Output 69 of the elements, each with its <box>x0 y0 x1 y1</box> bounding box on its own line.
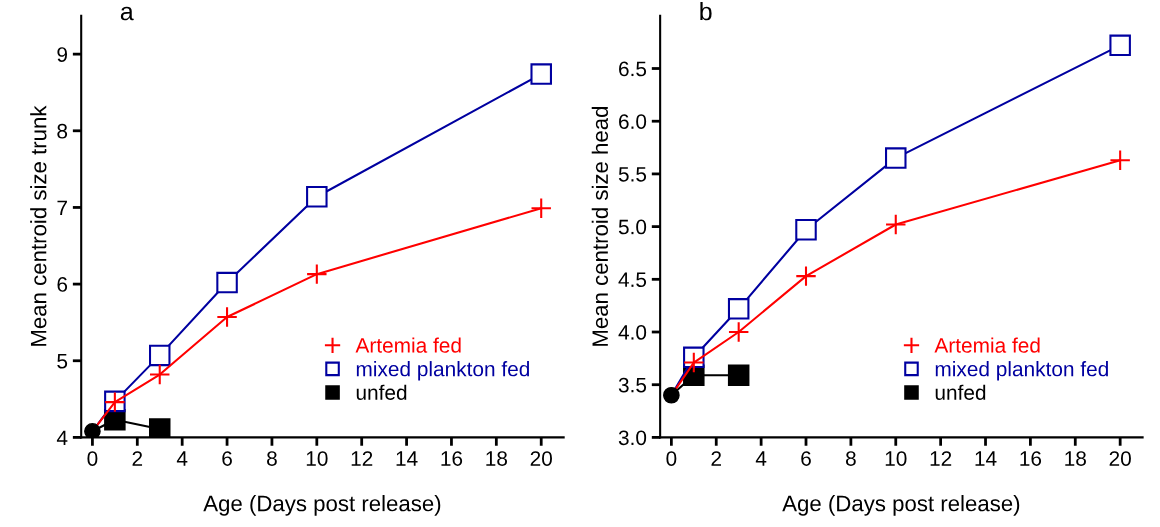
x-tick-label: 2 <box>132 451 143 466</box>
y-tick-label: 7 <box>57 200 67 215</box>
point <box>530 63 552 85</box>
x-axis-title: Age (Days post release) <box>782 495 1020 516</box>
legend-label: mixed plankton fed <box>356 361 529 381</box>
point <box>795 219 817 241</box>
legend-label: mixed plankton fed <box>935 361 1108 381</box>
x-tick-label: 4 <box>755 451 767 466</box>
point <box>216 271 238 294</box>
legend-label: Artemia fed <box>934 337 1040 353</box>
point <box>795 265 817 287</box>
y-tick-label: 3.0 <box>618 430 647 446</box>
legend-label: Artemia fed <box>355 337 461 353</box>
y-axis-title: Mean centroid size trunk <box>30 105 47 346</box>
x-tick-label: 6 <box>222 451 232 466</box>
point <box>885 147 907 169</box>
point <box>683 351 705 374</box>
y-tick-label: 4.0 <box>618 325 647 340</box>
y-tick-label: 9 <box>57 47 68 62</box>
y-tick-label: 5.5 <box>618 167 647 182</box>
x-tick-label: 14 <box>975 451 997 466</box>
chart-title: a <box>120 6 134 21</box>
y-tick-label: 6 <box>57 277 68 292</box>
x-tick-label: 0 <box>666 451 677 466</box>
x-tick-label: 18 <box>1065 451 1086 466</box>
y-tick-label: 5 <box>57 353 68 369</box>
point <box>306 263 328 285</box>
point <box>216 306 238 328</box>
point <box>727 321 750 343</box>
x-tick-label: 12 <box>351 451 373 466</box>
y-tick-label: 8 <box>57 123 68 139</box>
point <box>148 363 171 386</box>
point <box>530 197 552 219</box>
point <box>1109 34 1131 57</box>
x-tick-label: 8 <box>267 451 277 466</box>
x-tick-label: 6 <box>801 451 811 466</box>
point <box>306 185 328 208</box>
point <box>885 213 907 236</box>
x-tick-label: 14 <box>396 451 418 466</box>
x-tick-label: 16 <box>1020 451 1042 466</box>
point <box>148 344 171 367</box>
y-tick-label: 6.0 <box>619 114 647 129</box>
x-tick-label: 20 <box>1109 451 1131 466</box>
point <box>84 422 101 438</box>
x-tick-label: 18 <box>486 451 508 466</box>
legend-label: unfed <box>356 384 407 400</box>
x-tick-label: 20 <box>530 451 552 466</box>
y-tick-label: 4 <box>56 430 68 445</box>
y-tick-label: 4.5 <box>618 272 647 288</box>
legend-label: unfed <box>935 384 986 400</box>
y-tick-label: 5.0 <box>618 219 647 235</box>
y-axis-title: Mean centroid size head <box>591 106 609 346</box>
point <box>1109 149 1131 171</box>
point <box>663 386 680 404</box>
x-tick-label: 12 <box>930 451 952 466</box>
chart-title: b <box>700 2 712 21</box>
point <box>148 418 171 438</box>
y-tick-label: 6.5 <box>619 61 647 77</box>
y-tick-label: 3.5 <box>618 377 647 393</box>
x-tick-label: 0 <box>87 451 98 466</box>
x-tick-label: 2 <box>711 451 721 466</box>
point <box>727 298 750 320</box>
x-tick-label: 10 <box>885 451 907 466</box>
x-tick-label: 16 <box>441 451 463 466</box>
x-axis-title: Age (Days post release) <box>203 495 441 516</box>
x-tick-label: 8 <box>846 451 856 466</box>
x-tick-label: 10 <box>306 451 328 466</box>
point <box>727 364 750 386</box>
x-tick-label: 4 <box>176 451 188 466</box>
